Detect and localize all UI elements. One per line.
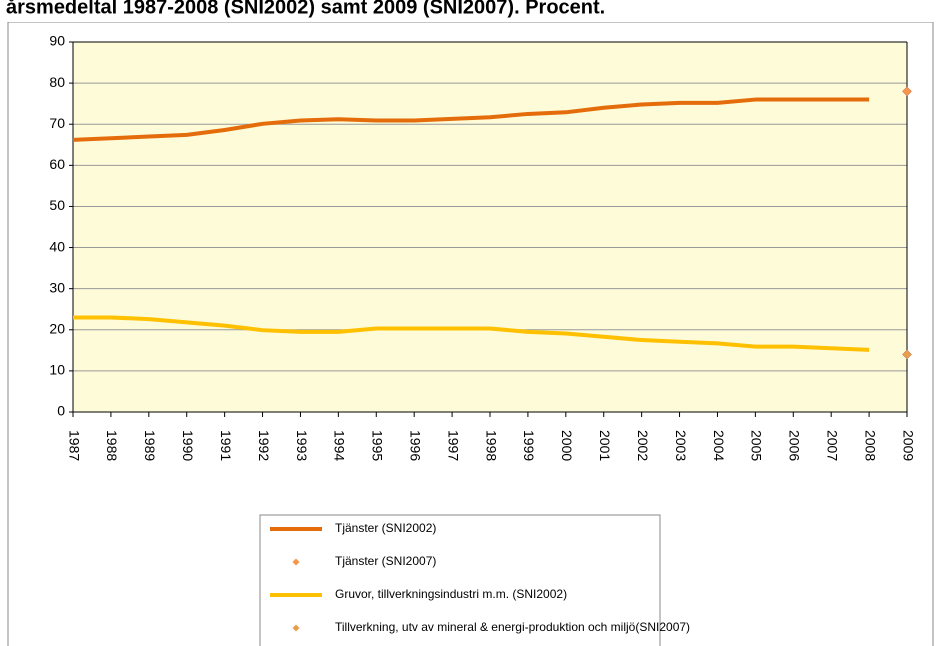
x-tick-label: 1999	[521, 430, 537, 461]
legend-swatch	[292, 624, 300, 632]
x-tick-label: 2001	[597, 430, 613, 461]
x-tick-label: 1989	[142, 430, 158, 461]
x-tick-label: 2003	[673, 430, 689, 461]
series-marker	[902, 349, 912, 360]
legend-label: Tjänster (SNI2007)	[335, 554, 436, 568]
y-tick-label: 80	[49, 74, 65, 90]
chart-title: årsmedeltal 1987-2008 (SNI2002) samt 200…	[6, 0, 605, 18]
x-tick-label: 1994	[332, 430, 348, 461]
x-tick-label: 1995	[370, 430, 386, 461]
x-tick-label: 1988	[104, 430, 120, 461]
y-tick-label: 90	[49, 33, 65, 49]
y-tick-label: 0	[57, 403, 65, 419]
x-tick-label: 2002	[635, 430, 651, 461]
legend-label: Tjänster (SNI2002)	[335, 521, 436, 535]
title-band	[0, 0, 939, 22]
x-tick-label: 1996	[407, 430, 423, 461]
series-line	[73, 315, 870, 352]
x-tick-label: 2006	[787, 430, 803, 461]
x-tick-label: 2008	[862, 430, 878, 461]
x-tick-label: 1997	[445, 430, 461, 461]
x-tick-label: 2007	[824, 430, 840, 461]
y-tick-label: 10	[49, 362, 65, 378]
legend-label: Gruvor, tillverkningsindustri m.m. (SNI2…	[335, 587, 567, 601]
y-tick-label: 70	[49, 115, 65, 131]
legend-label: Tillverkning, utv av mineral & energi-pr…	[335, 620, 690, 634]
x-tick-label: 2009	[900, 430, 916, 461]
legend-box	[259, 514, 661, 646]
y-tick-label: 50	[49, 197, 65, 213]
series-line	[72, 97, 870, 142]
plot-area	[73, 42, 907, 412]
x-tick-label: 2005	[749, 430, 765, 461]
x-tick-label: 1987	[66, 430, 82, 461]
x-tick-label: 1990	[180, 430, 196, 461]
x-tick-label: 1992	[256, 430, 272, 461]
x-tick-label: 2000	[559, 430, 575, 461]
x-tick-label: 1998	[483, 430, 499, 461]
x-tick-label: 1993	[294, 430, 310, 461]
y-tick-label: 60	[49, 156, 65, 172]
y-tick-label: 30	[49, 279, 65, 295]
series-marker	[902, 86, 912, 97]
legend-swatch	[292, 558, 300, 566]
x-tick-label: 2004	[711, 430, 727, 461]
y-tick-label: 20	[49, 320, 65, 336]
y-tick-label: 40	[49, 238, 65, 254]
x-tick-label: 1991	[218, 430, 234, 461]
